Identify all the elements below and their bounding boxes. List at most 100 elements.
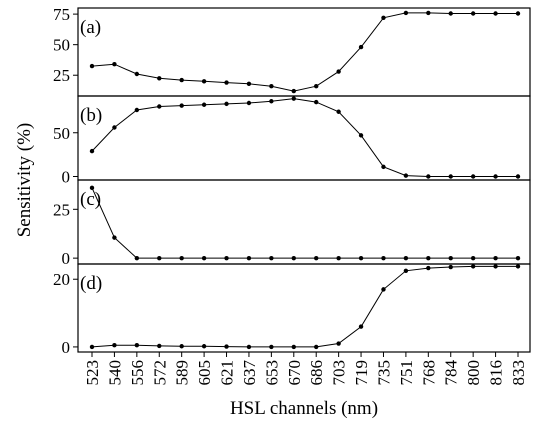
data-point	[358, 133, 364, 138]
data-point	[314, 84, 319, 89]
data-point	[403, 173, 409, 178]
y-tick-label: 0	[62, 168, 71, 187]
y-tick-label: 50	[53, 124, 70, 143]
data-point	[224, 255, 229, 261]
data-point	[112, 235, 117, 240]
y-axis-title: Sensitivity (%)	[14, 123, 35, 238]
panel-frame	[77, 263, 531, 353]
data-point	[157, 255, 162, 261]
x-tick-label: 572	[150, 360, 169, 386]
data-point	[269, 255, 274, 261]
data-point	[89, 148, 95, 154]
panel-c: 0 25 (c)	[53, 179, 531, 268]
data-point	[134, 71, 140, 77]
x-tick-label: 637	[240, 360, 259, 386]
data-point	[493, 264, 498, 269]
data-point	[515, 174, 521, 179]
x-tick-label: 653	[262, 360, 281, 386]
data-point	[224, 80, 229, 85]
panel-a: 25 50 75 (a)	[53, 5, 531, 97]
data-point	[448, 11, 453, 16]
series-line	[91, 265, 518, 348]
x-tick-label: 800	[464, 360, 483, 386]
data-point	[470, 11, 476, 16]
panel-label: (a)	[80, 17, 101, 38]
panel-label: (c)	[80, 189, 101, 210]
data-point	[112, 125, 117, 130]
panel-frame	[77, 179, 531, 265]
data-point	[157, 76, 162, 81]
data-point	[314, 99, 319, 105]
data-point	[291, 96, 296, 101]
x-tick-label: 816	[487, 360, 506, 386]
data-point	[358, 44, 364, 50]
data-point	[89, 185, 95, 191]
data-point	[246, 100, 252, 106]
data-point	[179, 255, 184, 261]
series-line	[91, 98, 518, 177]
data-point	[515, 264, 521, 269]
x-tick-label: 784	[442, 360, 461, 386]
data-point	[448, 174, 453, 179]
data-point	[291, 344, 296, 350]
data-point	[515, 255, 521, 261]
x-tick-label: 556	[128, 360, 147, 386]
data-point	[157, 343, 162, 349]
data-point	[336, 341, 341, 346]
data-point	[224, 344, 229, 349]
data-point	[134, 255, 140, 261]
data-point	[291, 255, 296, 261]
x-tick-label: 703	[330, 360, 349, 386]
data-point	[336, 255, 341, 261]
data-point	[448, 264, 453, 270]
data-point	[448, 255, 453, 261]
data-point	[358, 324, 364, 329]
y-tick-label: 25	[53, 200, 70, 219]
y-tick-label: 0	[62, 338, 71, 357]
chart-panels: 25 50 75 (a) 0 50 (b) 0 25 (c) 0 20 (d) 523 540 556 572 5…	[53, 5, 531, 386]
data-point	[493, 255, 498, 261]
data-point	[269, 84, 274, 89]
panel-d: 0 20 (d)	[53, 263, 531, 357]
data-point	[403, 268, 409, 273]
panel-frame	[77, 7, 531, 97]
data-point	[426, 174, 431, 179]
series-line	[91, 187, 518, 259]
x-tick-label: 719	[352, 360, 371, 386]
data-point	[224, 101, 229, 107]
data-point	[246, 81, 252, 86]
data-point	[470, 255, 476, 261]
data-point	[336, 109, 341, 114]
x-tick-label: 621	[218, 360, 237, 386]
data-point	[314, 344, 319, 350]
data-point	[470, 264, 476, 269]
data-point	[269, 344, 274, 350]
data-point	[246, 344, 252, 350]
x-tick-label: 686	[307, 360, 326, 386]
y-tick-label: 75	[53, 5, 70, 24]
data-point	[89, 63, 95, 69]
data-point	[291, 88, 296, 94]
data-point	[112, 62, 117, 67]
x-tick-label: 751	[397, 360, 416, 386]
x-tick-label: 540	[105, 360, 124, 386]
data-point	[426, 255, 431, 261]
data-point	[336, 69, 341, 74]
data-point	[515, 11, 521, 16]
y-tick-label: 25	[53, 66, 70, 85]
data-point	[426, 10, 431, 16]
data-point	[157, 104, 162, 109]
data-point	[112, 343, 117, 348]
panel-label: (b)	[80, 105, 102, 126]
data-point	[381, 255, 386, 261]
data-point	[403, 255, 409, 261]
data-point	[201, 344, 207, 349]
y-tick-label: 50	[53, 36, 70, 55]
data-point	[201, 255, 207, 261]
y-tick-label: 0	[62, 249, 71, 268]
x-tick-label: 523	[83, 360, 102, 386]
y-tick-label: 20	[53, 270, 70, 289]
x-tick-label: 833	[509, 360, 528, 386]
data-point	[403, 10, 409, 16]
